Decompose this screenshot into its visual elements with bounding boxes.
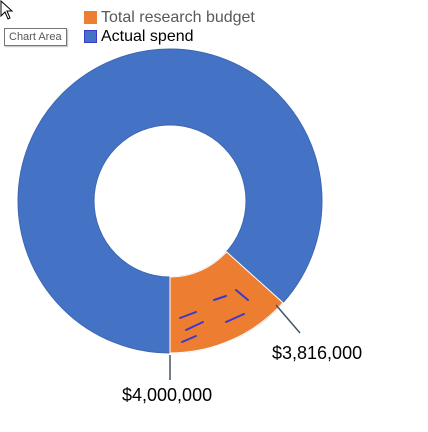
data-label-actual-spend[interactable]: $3,816,000 <box>272 343 363 363</box>
legend-swatch-spend <box>84 30 97 43</box>
chart-area-tooltip: Chart Area <box>4 28 67 46</box>
selection-mark-3 <box>213 295 227 301</box>
selection-mark-1 <box>179 311 197 319</box>
legend-label-spend: Actual spend <box>101 27 194 45</box>
donut-slice-total-budget[interactable] <box>169 251 284 354</box>
donut-inner-edge <box>93 124 247 278</box>
chart-legend[interactable]: Total research budget Actual spend <box>84 8 255 46</box>
leader-line-actual-spend <box>275 304 301 334</box>
legend-swatch-budget <box>84 11 97 24</box>
data-label-total-budget[interactable]: $4,000,000 <box>122 385 213 405</box>
selection-mark-4 <box>235 289 249 301</box>
selection-mark-5 <box>181 335 197 343</box>
legend-item-spend[interactable]: Actual spend <box>84 27 255 46</box>
selection-mark-2 <box>185 321 204 331</box>
donut-slices[interactable] <box>17 48 323 354</box>
leader-lines <box>169 304 301 380</box>
selection-mark-6 <box>225 313 245 323</box>
mouse-cursor-icon <box>0 0 14 20</box>
legend-label-budget: Total research budget <box>101 8 255 26</box>
legend-item-budget[interactable]: Total research budget <box>84 8 255 27</box>
